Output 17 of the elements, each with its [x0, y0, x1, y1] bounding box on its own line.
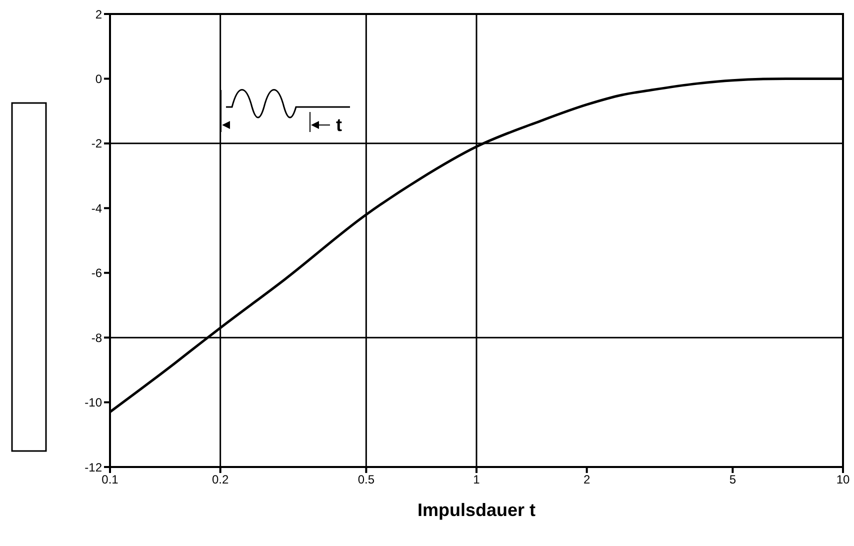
y-tick-label: -8	[91, 330, 102, 345]
annotation: t	[336, 115, 342, 135]
x-axis-title: Impulsdauer t	[417, 500, 536, 520]
x-tick-label: 5	[729, 472, 736, 487]
x-tick-label: 1	[473, 472, 480, 487]
y-tick-label: -6	[91, 266, 102, 280]
y-tick-label: -10	[84, 396, 102, 410]
y-tick-label: 2	[95, 7, 102, 22]
y-tick-label: 0	[95, 72, 102, 86]
x-tick-label: 2	[583, 472, 590, 487]
x-tick-label: 0.5	[358, 472, 375, 487]
y-tick-label: -4	[91, 201, 102, 216]
y-tick-label: -2	[91, 136, 102, 151]
x-tick-label: 0.2	[212, 472, 229, 487]
x-tick-label: 10	[836, 472, 850, 487]
x-tick-label: 0.1	[102, 472, 119, 487]
y-tick-label: -12	[84, 460, 102, 474]
